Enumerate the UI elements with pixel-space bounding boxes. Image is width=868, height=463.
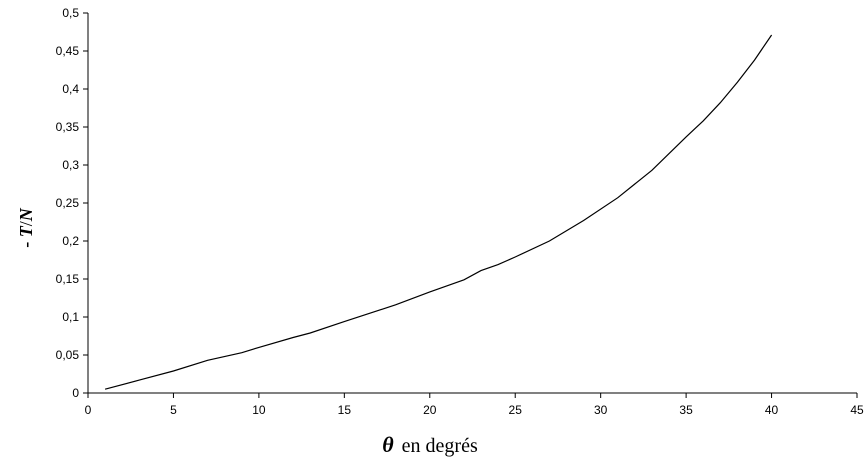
x-tick-label: 5 bbox=[170, 403, 177, 417]
y-ticks: 0 0,05 0,1 0,15 0,2 0,25 0,3 0,35 0,4 0,45 0,5 bbox=[56, 6, 88, 400]
x-tick-label: 25 bbox=[509, 403, 523, 417]
y-tick-label: 0,1 bbox=[62, 310, 79, 324]
x-axis-label: θ en degrés bbox=[382, 432, 478, 457]
x-tick-label: 20 bbox=[423, 403, 437, 417]
y-tick-label: 0,4 bbox=[62, 82, 79, 96]
y-tick-label: 0,25 bbox=[56, 196, 80, 210]
y-tick-label: 0,15 bbox=[56, 272, 80, 286]
series bbox=[104, 34, 773, 390]
y-tick-label: 0,3 bbox=[62, 158, 79, 172]
x-tick-label: 10 bbox=[252, 403, 266, 417]
y-tick-label: 0,2 bbox=[62, 234, 79, 248]
x-tick-label: 35 bbox=[679, 403, 693, 417]
y-tick-label: 0,05 bbox=[56, 348, 80, 362]
y-tick-label: 0 bbox=[72, 386, 79, 400]
x-axis-label-symbol: θ bbox=[382, 432, 394, 457]
y-tick-label: 0,35 bbox=[56, 120, 80, 134]
y-axis-label-slash: / bbox=[16, 221, 36, 226]
x-tick-label: 40 bbox=[765, 403, 779, 417]
y-axis-label-prefix: - bbox=[16, 237, 36, 248]
x-axis-label-text: en degrés bbox=[402, 435, 478, 457]
x-ticks: 0 5 10 15 20 25 30 35 40 45 bbox=[85, 393, 864, 417]
y-tick-label: 0,45 bbox=[56, 44, 80, 58]
x-tick-label: 0 bbox=[85, 403, 92, 417]
y-tick-label: 0,5 bbox=[62, 6, 79, 20]
y-axis-label: - T/N bbox=[16, 207, 36, 248]
axes bbox=[87, 13, 857, 394]
x-tick-label: 30 bbox=[594, 403, 608, 417]
x-tick-label: 45 bbox=[850, 403, 864, 417]
series-line bbox=[104, 34, 773, 390]
y-axis-label-T: T bbox=[16, 225, 36, 237]
x-tick-label: 15 bbox=[338, 403, 352, 417]
y-axis-label-N: N bbox=[16, 207, 36, 222]
